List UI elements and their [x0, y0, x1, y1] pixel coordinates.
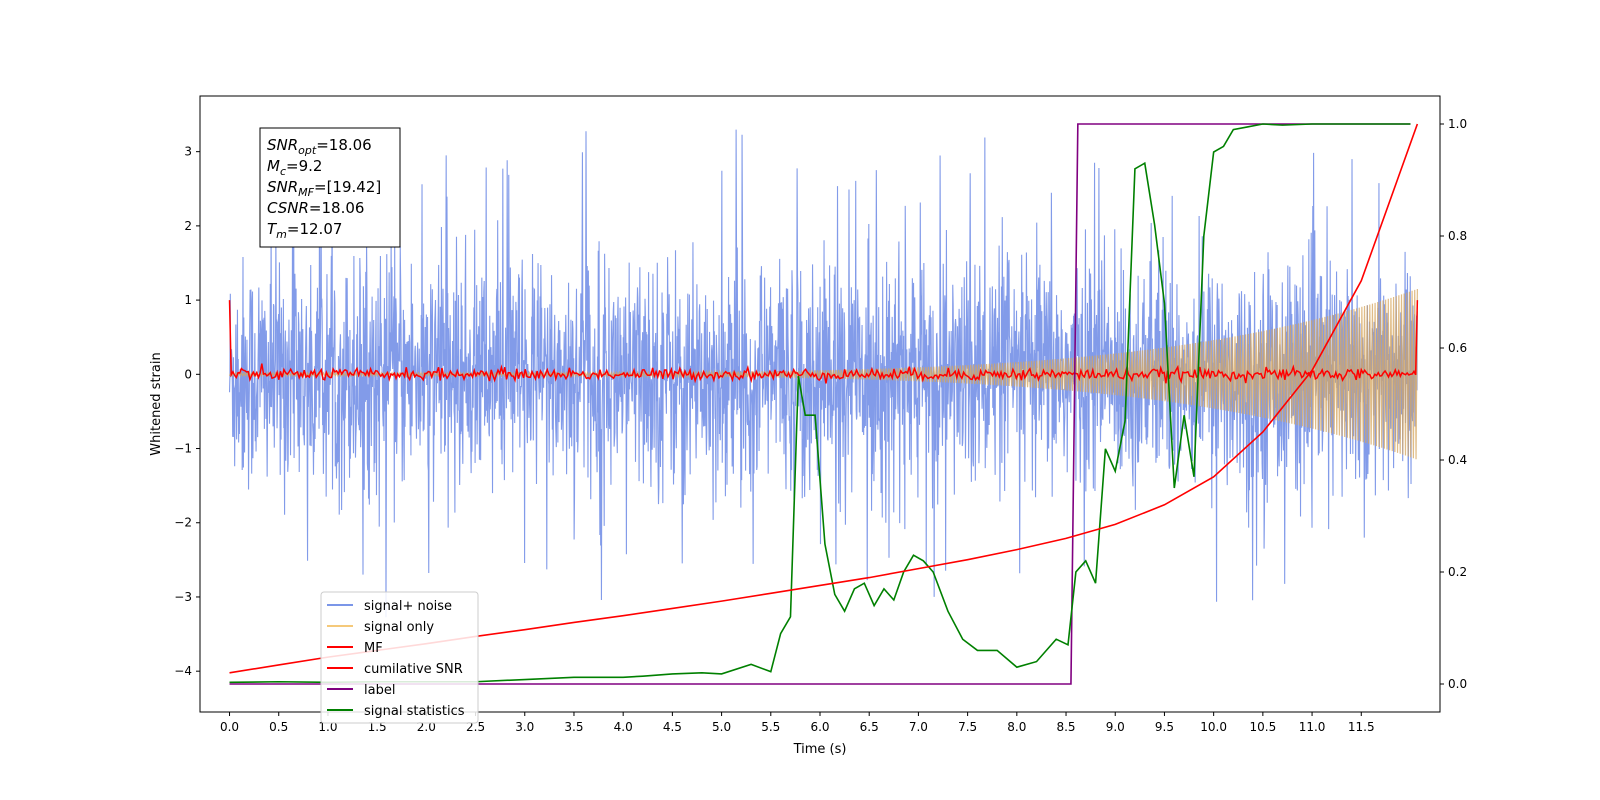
y-axis-label: Whitened strain	[149, 352, 164, 455]
x-tick-label: 11.0	[1299, 720, 1326, 734]
x-tick-label: 7.0	[909, 720, 928, 734]
x-tick-label: 6.0	[810, 720, 829, 734]
y-right-tick-label: 0.0	[1448, 677, 1467, 691]
x-tick-label: 11.5	[1348, 720, 1375, 734]
x-tick-label: 10.5	[1249, 720, 1276, 734]
y-left-tick-label: −1	[174, 442, 192, 456]
x-tick-label: 0.0	[220, 720, 239, 734]
x-tick-label: 8.5	[1056, 720, 1075, 734]
y-left-tick-label: −3	[174, 590, 192, 604]
y-axis-left: 3 2 1 0 −1 −2 −3 −4	[174, 145, 200, 678]
annotation-line: SNRMF=[19.42]	[267, 178, 381, 199]
x-tick-label: 5.0	[712, 720, 731, 734]
annotation-line: CSNR=18.06	[267, 199, 364, 217]
y-left-tick-label: −2	[174, 516, 192, 530]
x-tick-label: 5.5	[761, 720, 780, 734]
annotation-line: Mc=9.2	[267, 157, 322, 178]
x-tick-label: 8.0	[1007, 720, 1026, 734]
y-right-tick-label: 1.0	[1448, 117, 1467, 131]
series-label-line	[229, 123, 1411, 685]
x-tick-label: 9.0	[1106, 720, 1125, 734]
x-axis-label: Time (s)	[793, 742, 847, 757]
x-tick-label: 3.0	[515, 720, 534, 734]
x-tick-label: 10.0	[1200, 720, 1227, 734]
legend-label: signal only	[364, 620, 434, 635]
x-tick-label: 3.5	[564, 720, 583, 734]
y-left-tick-label: 1	[184, 293, 192, 307]
y-right-tick-label: 0.4	[1448, 453, 1467, 467]
x-tick-label: 7.5	[958, 720, 977, 734]
stats-annotation-box: SNRopt=18.06Mc=9.2SNRMF=[19.42]CSNR=18.0…	[259, 127, 401, 248]
y-right-tick-label: 0.6	[1448, 341, 1467, 355]
y-right-tick-label: 0.8	[1448, 229, 1467, 243]
annotation-line: SNRopt=18.06	[267, 136, 372, 157]
x-tick-label: 6.5	[860, 720, 879, 734]
legend: signal+ noise signal only MF cumilative SNR…	[320, 591, 479, 724]
legend-label: MF	[364, 641, 383, 656]
y-left-tick-label: 0	[184, 367, 192, 381]
y-left-tick-label: 3	[184, 145, 192, 159]
series-signal-statistics-line	[229, 123, 1411, 684]
y-right-tick-label: 0.2	[1448, 565, 1467, 579]
y-left-tick-label: −4	[174, 664, 192, 678]
annotation-line: Tm=12.07	[267, 220, 342, 241]
y-axis-right: 1.0 0.8 0.6 0.4 0.2 0.0	[1440, 117, 1467, 691]
x-tick-label: 4.0	[614, 720, 633, 734]
x-tick-label: 9.5	[1155, 720, 1174, 734]
series-mf-line	[228, 300, 1419, 384]
x-tick-label: 4.5	[663, 720, 682, 734]
x-tick-label: 0.5	[269, 720, 288, 734]
legend-label: signal+ noise	[364, 599, 452, 614]
annotation-frame	[259, 127, 401, 248]
legend-label: cumilative SNR	[364, 662, 463, 677]
plot-area	[228, 123, 1419, 685]
legend-label: signal statistics	[364, 704, 465, 719]
legend-label: label	[364, 683, 395, 698]
y-left-tick-label: 2	[184, 219, 192, 233]
legend-frame	[320, 591, 479, 724]
